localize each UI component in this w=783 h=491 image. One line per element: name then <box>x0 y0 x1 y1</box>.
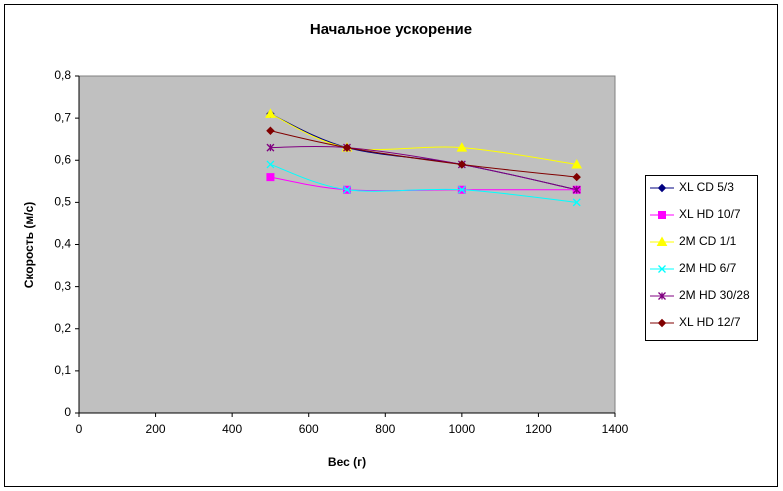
legend-label: XL HD 12/7 <box>679 315 741 329</box>
marker <box>456 142 468 152</box>
marker <box>658 211 666 219</box>
legend-label: 2M CD 1/1 <box>679 234 737 248</box>
marker <box>656 236 668 246</box>
series-line <box>270 145 577 191</box>
legend <box>645 175 758 341</box>
legend-label: 2M HD 6/7 <box>679 261 737 275</box>
marker <box>342 143 352 152</box>
y-tick-label: 0,7 <box>54 110 71 124</box>
legend-label: 2M HD 30/28 <box>679 288 750 302</box>
marker <box>266 160 275 169</box>
marker <box>657 318 667 328</box>
marker <box>266 126 275 135</box>
marker <box>657 183 667 193</box>
marker <box>457 160 467 169</box>
legend-label: XL CD 5/3 <box>679 180 734 194</box>
series-line <box>270 163 577 203</box>
y-tick-label: 0,3 <box>54 279 71 293</box>
marker <box>265 108 276 118</box>
marker <box>658 265 666 273</box>
x-tick-label: 200 <box>146 422 166 436</box>
series-line <box>270 130 577 178</box>
y-axis-label: Скорость (м/с) <box>22 202 36 288</box>
y-tick-label: 0 <box>64 405 71 419</box>
legend-label: XL HD 10/7 <box>679 207 741 221</box>
x-tick-label: 0 <box>76 422 83 436</box>
y-tick-label: 0,1 <box>54 363 71 377</box>
marker <box>266 143 275 152</box>
y-tick-label: 0,8 <box>54 68 71 82</box>
marker <box>572 172 581 182</box>
x-tick-label: 1400 <box>602 422 629 436</box>
marker <box>571 158 583 169</box>
marker <box>572 185 581 194</box>
y-tick-label: 0,5 <box>54 195 71 209</box>
marker <box>457 185 466 194</box>
marker <box>572 198 581 207</box>
marker <box>658 292 666 300</box>
chart-title: Начальное ускорение <box>310 21 472 38</box>
x-tick-label: 1200 <box>525 422 552 436</box>
y-tick-label: 0,2 <box>54 321 71 335</box>
marker <box>343 185 351 194</box>
y-tick-label: 0,4 <box>54 237 71 251</box>
marker <box>266 173 275 182</box>
y-tick-label: 0,6 <box>54 152 71 166</box>
series-line <box>270 113 577 165</box>
plot-area <box>78 75 616 414</box>
x-tick-label: 1000 <box>449 422 476 436</box>
x-axis-label: Вес (г) <box>328 455 366 469</box>
x-tick-label: 600 <box>299 422 319 436</box>
x-tick-label: 800 <box>375 422 395 436</box>
x-tick-label: 400 <box>222 422 242 436</box>
